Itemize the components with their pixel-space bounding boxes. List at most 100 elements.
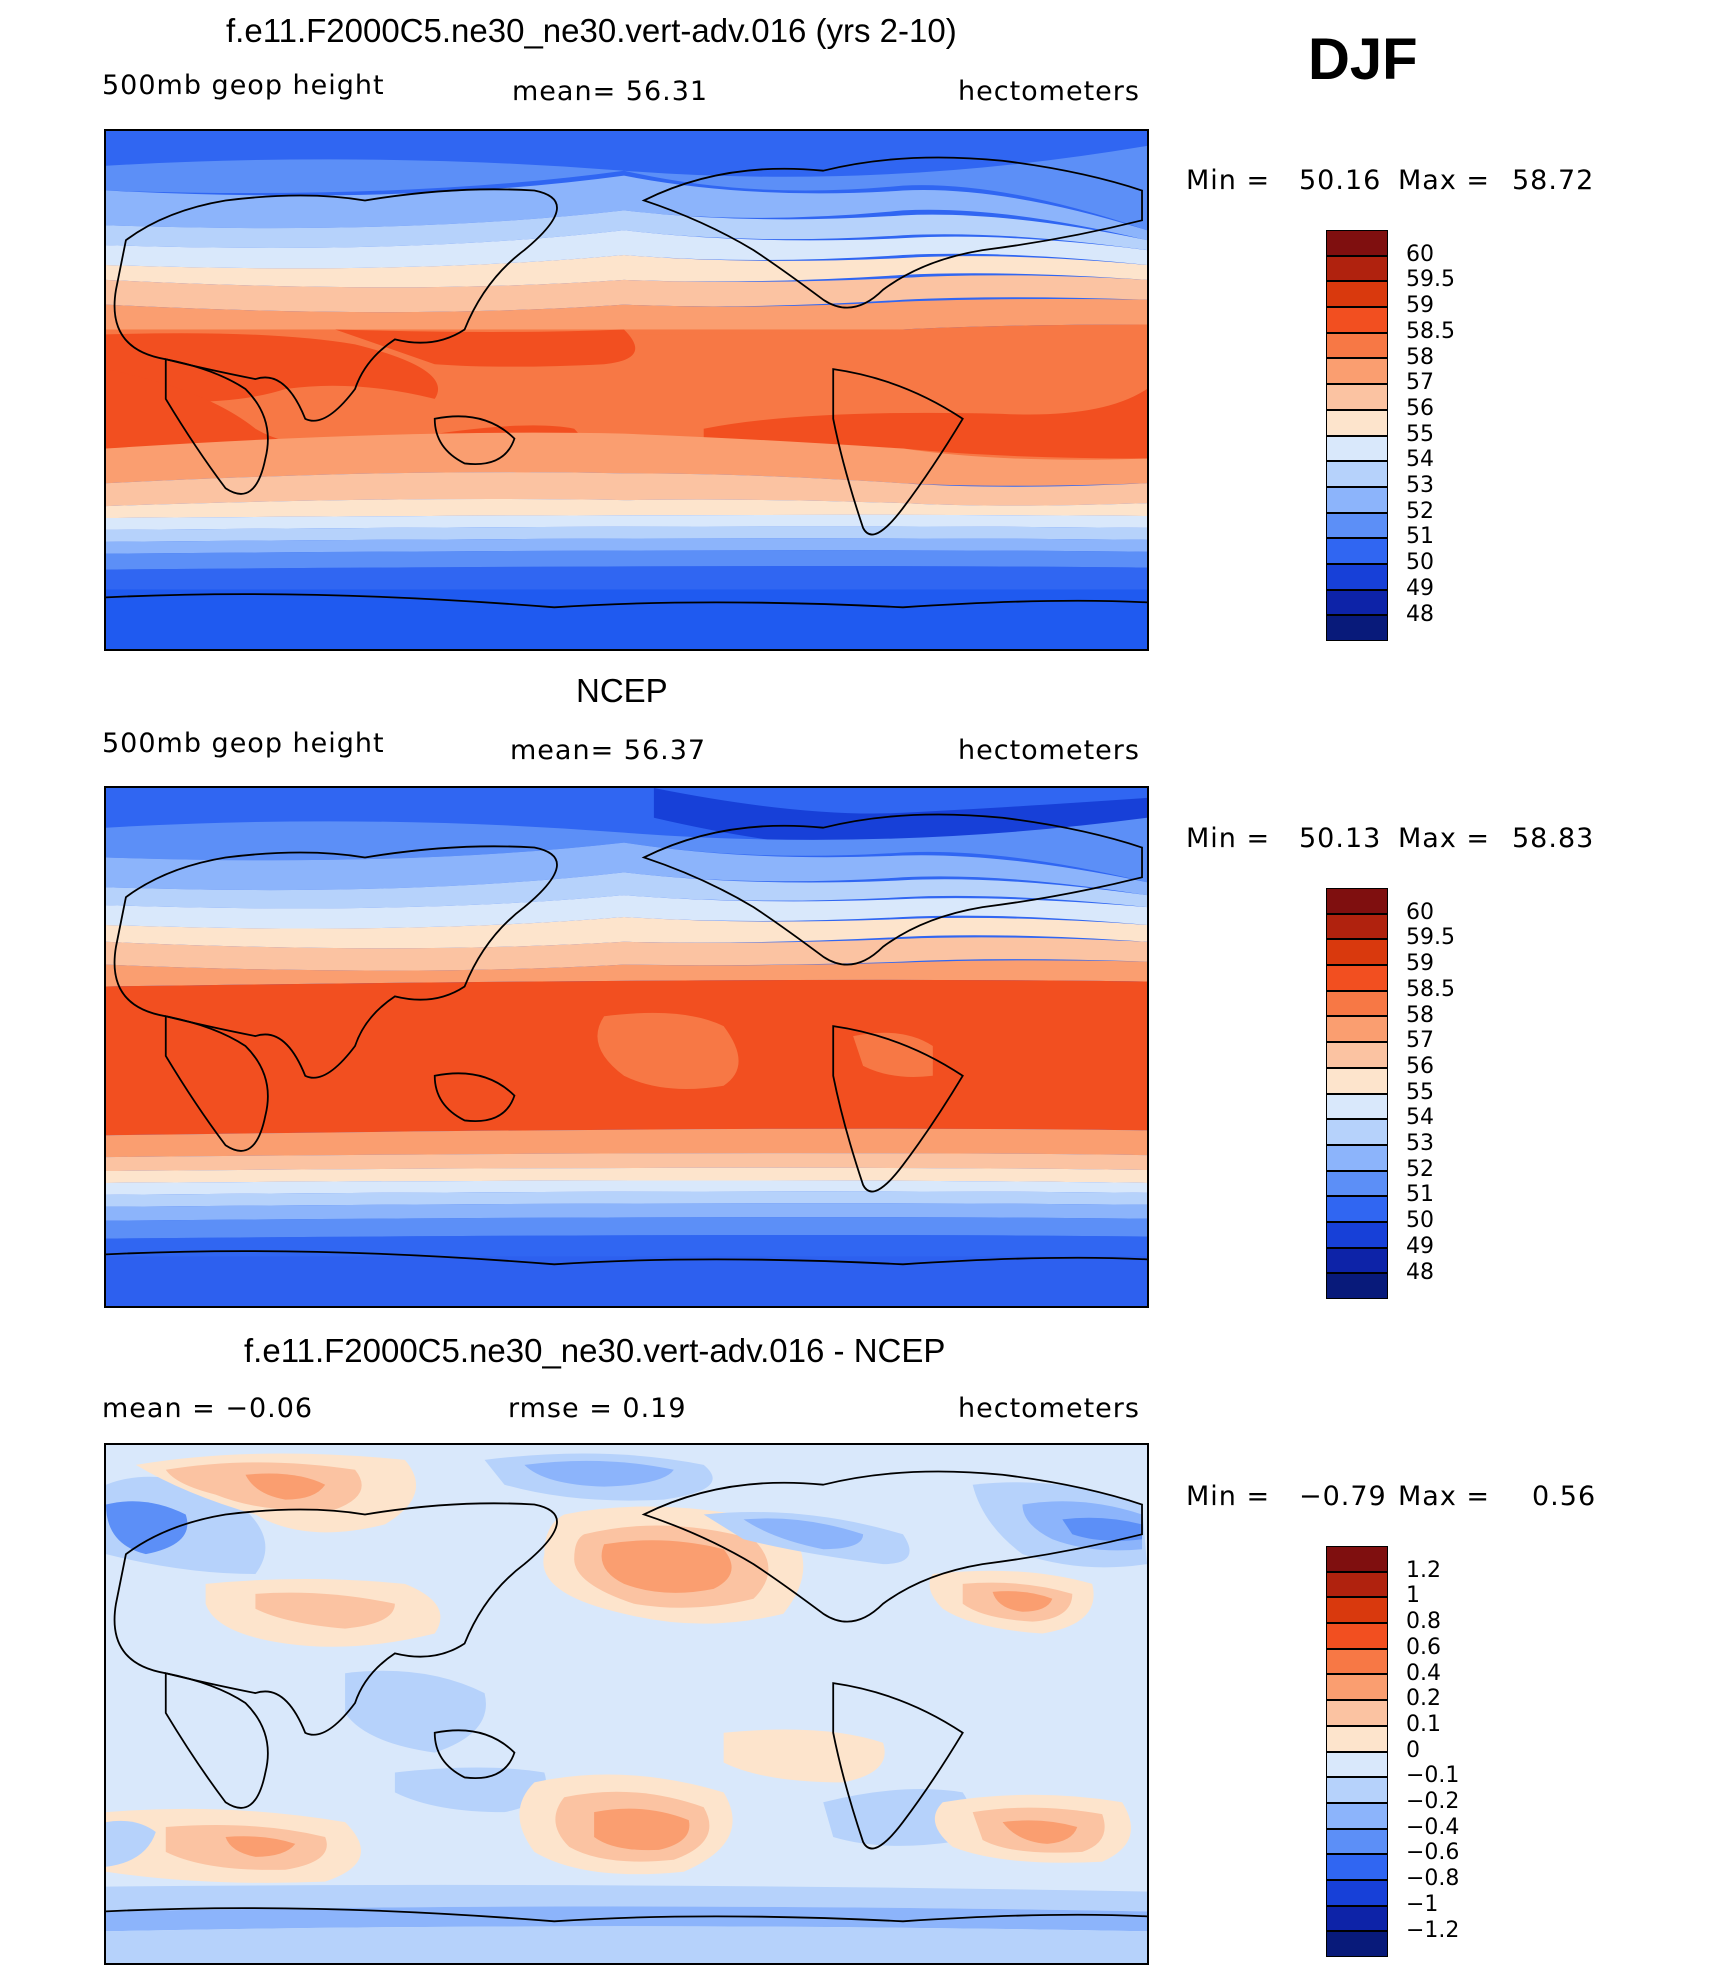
colorbar-tick-label: 52 bbox=[1406, 498, 1434, 524]
colorbar-tick-label: 60 bbox=[1406, 899, 1434, 925]
colorbar-box bbox=[1326, 965, 1388, 991]
colorbar-tick-label: 0.6 bbox=[1406, 1634, 1441, 1660]
colorbar-box bbox=[1326, 1067, 1388, 1094]
colorbar-box bbox=[1326, 1700, 1388, 1726]
colorbar-tick-label: 59.5 bbox=[1406, 925, 1455, 951]
colorbar-tick-label: 49 bbox=[1406, 575, 1434, 601]
colorbar-tick-label: 57 bbox=[1406, 370, 1434, 396]
colorbar-box bbox=[1326, 461, 1388, 487]
panel-obs-mean-label: mean= 56.37 bbox=[510, 735, 707, 766]
colorbar-box bbox=[1326, 1854, 1388, 1880]
colorbar-tick-label: 56 bbox=[1406, 395, 1434, 421]
panel-obs-min-value: 50.13 bbox=[1299, 823, 1382, 854]
panel-model-colorbar: 60 59.5 59 58.5 58 57 56 55 54 53 52 51 50 49 48 bbox=[1326, 230, 1455, 641]
colorbar-box bbox=[1326, 1196, 1388, 1222]
colorbar-tick-label: −0.1 bbox=[1406, 1763, 1460, 1789]
colorbar-tick-label: 58.5 bbox=[1406, 318, 1455, 344]
panel-diff-map bbox=[104, 1443, 1149, 1965]
colorbar-tick-label: 58 bbox=[1406, 1002, 1434, 1028]
colorbar-box bbox=[1326, 332, 1388, 359]
panel-obs-colorbar: 60 59.5 59 58.5 58 57 56 55 54 53 52 51 50 49 48 bbox=[1326, 888, 1455, 1299]
colorbar-box bbox=[1326, 1879, 1388, 1906]
colorbar-box bbox=[1326, 1751, 1388, 1778]
colorbar-box bbox=[1326, 888, 1388, 914]
panel-diff-min-value: −0.79 bbox=[1299, 1481, 1387, 1512]
panel-obs-variable-label: 500mb geop height bbox=[102, 728, 385, 759]
colorbar-tick-label: 0.2 bbox=[1406, 1686, 1441, 1712]
panel-diff-mean-label: mean = −0.06 bbox=[102, 1393, 314, 1424]
colorbar-box bbox=[1326, 563, 1388, 590]
panel-obs-max-label: Max = bbox=[1398, 823, 1491, 854]
colorbar-box bbox=[1326, 1119, 1388, 1145]
panel-diff-max-label: Max = bbox=[1398, 1481, 1491, 1512]
colorbar-box bbox=[1326, 1674, 1388, 1701]
colorbar-tick-label: 53 bbox=[1406, 473, 1434, 498]
colorbar-tick-label: −0.6 bbox=[1406, 1840, 1460, 1866]
colorbar-tick-label: 56 bbox=[1406, 1053, 1434, 1079]
panel-model-units-label: hectometers bbox=[958, 76, 1140, 107]
colorbar-tick-label: 52 bbox=[1406, 1156, 1434, 1182]
season-label: DJF bbox=[1308, 27, 1418, 92]
colorbar-box bbox=[1326, 281, 1388, 308]
panel-obs-min-label: Min = bbox=[1186, 823, 1271, 854]
colorbar-tick-label: 53 bbox=[1406, 1131, 1434, 1156]
panel-model-map bbox=[104, 129, 1149, 651]
colorbar-tick-label: 60 bbox=[1406, 241, 1434, 267]
colorbar-tick-label: 50 bbox=[1406, 1208, 1434, 1234]
colorbar-box bbox=[1326, 1777, 1388, 1803]
colorbar-box bbox=[1326, 1170, 1388, 1197]
colorbar-tick-label: −1 bbox=[1406, 1891, 1439, 1917]
panel-diff-min-label: Min = bbox=[1186, 1481, 1271, 1512]
panel-model-max-value: 58.72 bbox=[1512, 165, 1595, 196]
colorbar-tick-label: 51 bbox=[1406, 1182, 1434, 1208]
colorbar-tick-label: 59.5 bbox=[1406, 267, 1455, 293]
colorbar-tick-label: 0.8 bbox=[1406, 1609, 1441, 1635]
colorbar-box bbox=[1326, 409, 1388, 436]
colorbar-box bbox=[1326, 230, 1388, 256]
panel-diff-title: f.e11.F2000C5.ne30_ne30.vert-adv.016 - N… bbox=[244, 1332, 946, 1369]
diff-contour-field bbox=[106, 1445, 1147, 1963]
colorbar-box bbox=[1326, 512, 1388, 539]
obs-contour-field bbox=[106, 788, 1147, 1306]
panel-obs-units-label: hectometers bbox=[958, 735, 1140, 766]
colorbar-box bbox=[1326, 435, 1388, 462]
colorbar-tick-label: 50 bbox=[1406, 550, 1434, 576]
colorbar-tick-label: 55 bbox=[1406, 1079, 1434, 1105]
colorbar-box bbox=[1326, 1648, 1388, 1675]
diff-continent-outlines bbox=[106, 1470, 1147, 1923]
colorbar-box bbox=[1326, 538, 1388, 564]
colorbar-box bbox=[1326, 1247, 1388, 1274]
colorbar-tick-label: 48 bbox=[1406, 601, 1434, 627]
colorbar-tick-label: 54 bbox=[1406, 447, 1434, 473]
colorbar-tick-label: 0.1 bbox=[1406, 1711, 1441, 1737]
colorbar-box bbox=[1326, 990, 1388, 1017]
panel-model-max-label: Max = bbox=[1398, 165, 1491, 196]
colorbar-box bbox=[1326, 486, 1388, 513]
colorbar-box bbox=[1326, 1221, 1388, 1248]
panel-diff-rmse-label: rmse = 0.19 bbox=[508, 1393, 687, 1424]
colorbar-box bbox=[1326, 384, 1388, 410]
colorbar-tick-label: 0.4 bbox=[1406, 1660, 1441, 1686]
colorbar-tick-label: −0.4 bbox=[1406, 1814, 1460, 1840]
panel-model-min-value: 50.16 bbox=[1299, 165, 1382, 196]
colorbar-box bbox=[1326, 913, 1388, 940]
panel-obs-title: NCEP bbox=[576, 672, 668, 709]
panel-model-title: f.e11.F2000C5.ne30_ne30.vert-adv.016 (yr… bbox=[226, 12, 957, 49]
colorbar-box bbox=[1326, 358, 1388, 385]
obs-continent-outlines bbox=[106, 813, 1147, 1266]
colorbar-box bbox=[1326, 255, 1388, 282]
model-contour-field bbox=[106, 131, 1147, 649]
colorbar-box bbox=[1326, 1931, 1388, 1957]
colorbar-box bbox=[1326, 1828, 1388, 1855]
colorbar-box bbox=[1326, 615, 1388, 641]
colorbar-box bbox=[1326, 1571, 1388, 1598]
panel-diff-colorbar: 1.2 1 0.8 0.6 0.4 0.2 0.1 0 −0.1 −0.2 −0.4 −0.6 −0.8… bbox=[1326, 1546, 1459, 1957]
colorbar-box bbox=[1326, 1016, 1388, 1043]
model-continent-outlines bbox=[106, 156, 1147, 609]
colorbar-tick-label: −1.2 bbox=[1406, 1917, 1460, 1943]
panel-obs-max-value: 58.83 bbox=[1512, 823, 1595, 854]
colorbar-box bbox=[1326, 1144, 1388, 1171]
colorbar-box bbox=[1326, 1042, 1388, 1068]
colorbar-tick-label: 59 bbox=[1406, 951, 1434, 977]
panel-model-min-label: Min = bbox=[1186, 165, 1271, 196]
